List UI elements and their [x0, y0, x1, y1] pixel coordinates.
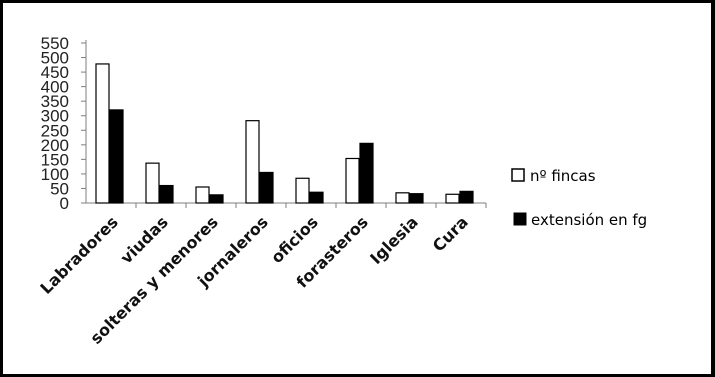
legend-label-fincas: nº fincas	[530, 167, 596, 185]
y-tick-label: 100	[41, 165, 69, 184]
bar-fincas	[95, 63, 110, 204]
y-tick-label: 300	[41, 107, 69, 126]
legend-label-extension: extensión en fg	[531, 211, 647, 229]
bar-fincas	[445, 193, 460, 204]
bar-fincas	[295, 177, 310, 204]
bar-extension	[459, 190, 474, 204]
y-tick-label: 550	[41, 34, 69, 53]
y-tick-label: 400	[41, 78, 69, 97]
bars	[95, 63, 474, 204]
category-label: Iglesia	[366, 212, 422, 268]
bar-fincas	[245, 120, 260, 204]
y-tick-label: 0	[60, 194, 69, 213]
bar-extension	[159, 184, 174, 204]
y-tick-label: 250	[41, 121, 69, 140]
bar-fincas	[395, 192, 410, 204]
bar-fincas	[145, 162, 160, 204]
legend-swatch-extension	[513, 212, 527, 226]
y-tick-label: 500	[41, 49, 69, 68]
legend-swatch-fincas	[511, 168, 525, 182]
bar-extension	[359, 142, 374, 204]
bar-extension	[109, 109, 124, 204]
y-tick-label: 150	[41, 150, 69, 169]
bar-extension	[259, 171, 274, 204]
legend: nº fincas extensión en fg	[511, 167, 647, 229]
bar-fincas	[345, 157, 360, 204]
bar-extension	[309, 191, 324, 204]
bar-fincas	[195, 186, 210, 204]
y-tick-label: 350	[41, 92, 69, 111]
y-tick-label: 200	[41, 136, 69, 155]
category-label: Cura	[429, 212, 472, 255]
y-tick-label: 450	[41, 63, 69, 82]
category-label: Labradores	[36, 212, 121, 297]
bar-extension	[409, 193, 424, 204]
bar-extension	[209, 194, 224, 204]
y-tick-label: 50	[50, 179, 69, 198]
